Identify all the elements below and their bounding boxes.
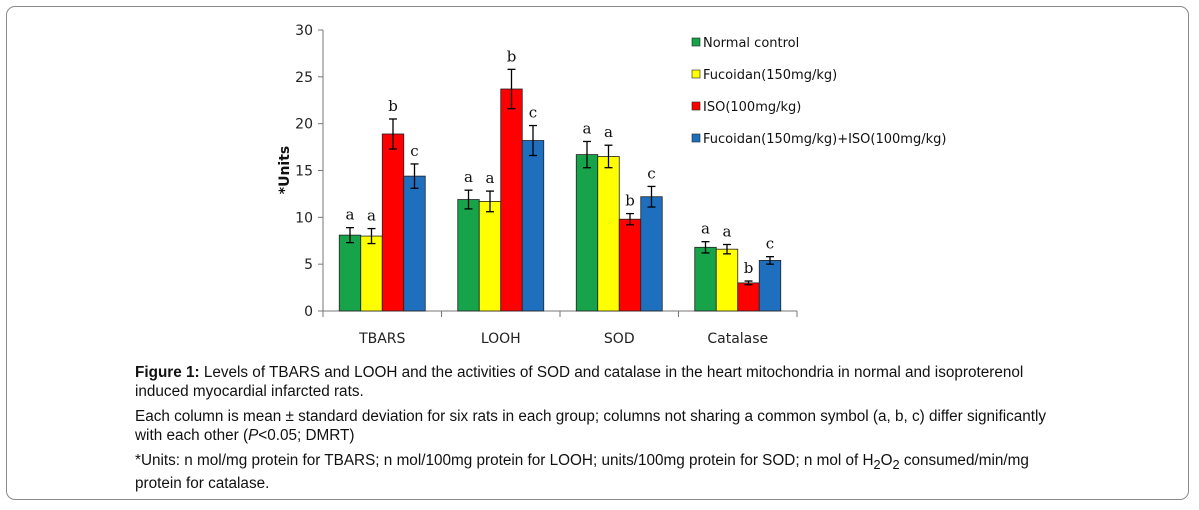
legend: Normal control Fucoidan(150mg/kg) ISO(100m… <box>691 36 946 147</box>
significance-label: c <box>766 235 774 253</box>
oxygen-symbol: O <box>880 452 893 469</box>
note-stats-text: Each column is mean ± standard deviation… <box>135 408 1047 444</box>
bar <box>694 246 717 312</box>
significance-label: a <box>346 206 355 224</box>
bar <box>737 282 760 312</box>
x-tick-label: LOOH <box>481 331 521 347</box>
significance-label: b <box>388 97 398 115</box>
subscript-2b: 2 <box>892 457 900 473</box>
significance-label: c <box>529 104 537 122</box>
significance-label: a <box>701 220 710 238</box>
bar <box>597 156 620 312</box>
significance-label: a <box>604 123 613 141</box>
x-axis: TBARS LOOH SOD Catalase <box>322 310 798 347</box>
y-tick-label: 10 <box>295 210 313 226</box>
legend-label: Normal control <box>703 36 799 51</box>
caption-note-stats: Each column is mean ± standard deviation… <box>135 407 1070 445</box>
legend-swatch <box>691 37 701 47</box>
significance-label: c <box>410 142 418 160</box>
bar <box>575 154 599 312</box>
significance-label: a <box>723 222 732 240</box>
bar <box>403 175 426 312</box>
x-tick-label: TBARS <box>358 331 405 347</box>
significance-label: b <box>744 259 754 277</box>
note-stats-p-value: <0.05; DMRT) <box>258 427 355 444</box>
figure-label: Figure 1: <box>135 364 200 381</box>
bar <box>338 234 362 312</box>
y-tick-label: 15 <box>295 164 313 180</box>
legend-swatch <box>691 133 701 143</box>
bar <box>640 196 663 312</box>
bar <box>618 218 642 312</box>
y-tick-label: 25 <box>295 70 313 86</box>
y-tick-label: 0 <box>304 304 313 320</box>
y-tick-label: 30 <box>295 23 313 39</box>
significance-label: a <box>583 119 592 137</box>
caption-main: Figure 1: Levels of TBARS and LOOH and t… <box>135 363 1070 401</box>
significance-label: a <box>464 168 473 186</box>
legend-swatch <box>691 101 701 111</box>
bar <box>715 248 739 312</box>
note-units-text: *Units: n mol/mg protein for TBARS; n mo… <box>135 452 874 469</box>
significance-label: c <box>647 164 655 182</box>
significance-label: b <box>507 47 517 65</box>
legend-label: Fucoidan(150mg/kg) <box>703 68 837 83</box>
figure-description: Levels of TBARS and LOOH and the activit… <box>135 364 1024 400</box>
x-tick-label: SOD <box>604 331 635 347</box>
caption-note-units: *Units: n mol/mg protein for TBARS; n mo… <box>135 451 1070 493</box>
bar <box>360 235 383 312</box>
bar <box>478 201 502 312</box>
x-tick-label: Catalase <box>707 331 768 347</box>
figure-frame <box>6 6 1189 500</box>
y-tick-label: 5 <box>304 257 313 273</box>
y-axis: 0 5 10 15 20 25 30 <box>295 23 324 320</box>
legend-swatch <box>691 69 701 79</box>
significance-label: a <box>486 169 495 187</box>
subscript-2a: 2 <box>873 457 881 473</box>
figure-caption: Figure 1: Levels of TBARS and LOOH and t… <box>135 363 1070 499</box>
note-units-tail: consumed/min/mg protein for catalase. <box>135 452 1029 493</box>
bar <box>500 88 523 312</box>
bar <box>521 140 545 312</box>
legend-label: ISO(100mg/kg) <box>703 100 801 115</box>
bar <box>381 133 405 312</box>
significance-label: a <box>367 207 376 225</box>
p-symbol: P <box>248 427 259 444</box>
y-tick-label: 20 <box>295 117 313 133</box>
y-axis-label: *Units <box>277 146 293 194</box>
bar <box>457 199 480 312</box>
legend-label: Fucoidan(150mg/kg)+ISO(100mg/kg) <box>703 132 946 147</box>
bar <box>758 260 782 312</box>
significance-label: b <box>625 192 635 210</box>
